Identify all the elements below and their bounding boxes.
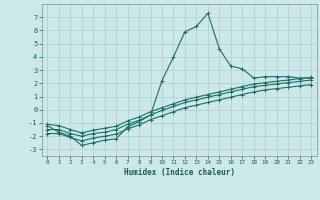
X-axis label: Humidex (Indice chaleur): Humidex (Indice chaleur) [124, 168, 235, 177]
